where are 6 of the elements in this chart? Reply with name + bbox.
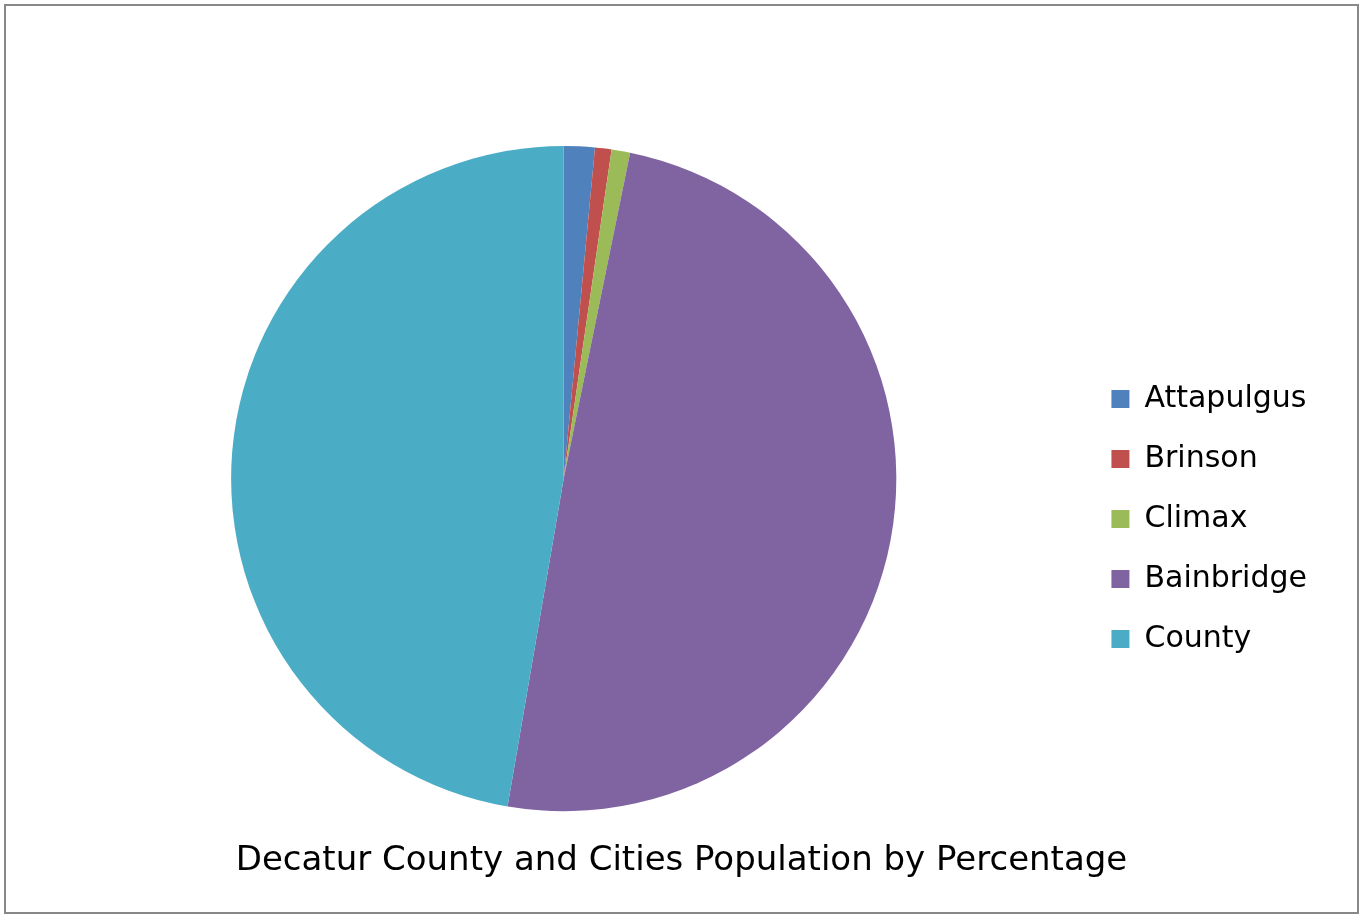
text: Decatur County and Cities Population by Percentage (235, 838, 1128, 879)
legend-label: Climax (1144, 498, 1248, 534)
legend-label: County (1144, 618, 1252, 654)
legend-label: Attapulgus (1144, 378, 1307, 414)
legend-label: Bainbridge (1144, 558, 1308, 594)
legend-label: Brinson (1144, 438, 1258, 474)
